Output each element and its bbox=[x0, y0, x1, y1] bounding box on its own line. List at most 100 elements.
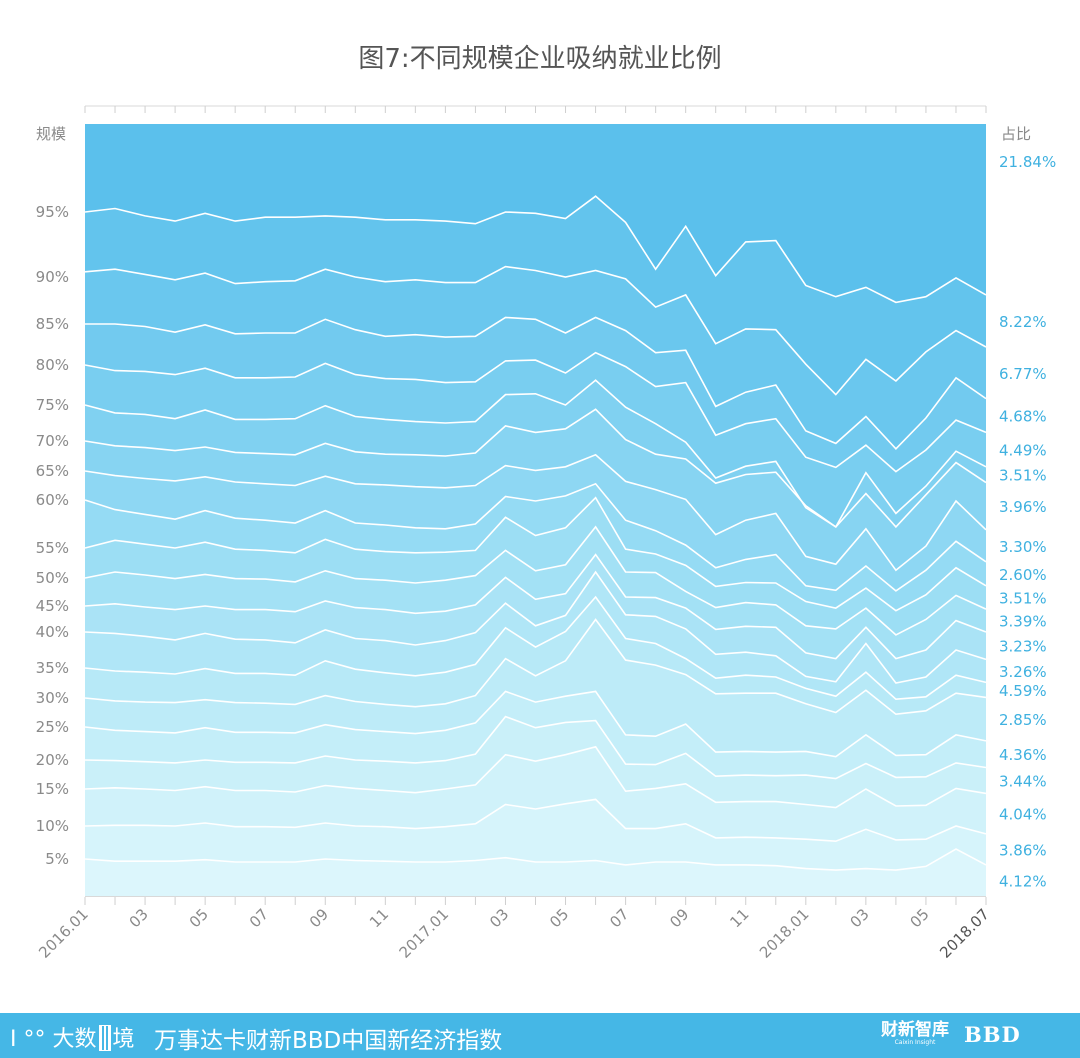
logo-text-1: 大数 bbox=[52, 1027, 97, 1052]
series-line bbox=[84, 195, 987, 304]
series-line bbox=[84, 351, 987, 473]
scale-label: 45% bbox=[36, 597, 69, 615]
barcode-icon bbox=[98, 1025, 111, 1051]
series-line bbox=[84, 265, 987, 396]
x-tick-label: 09 bbox=[306, 905, 332, 931]
scale-label: 90% bbox=[36, 268, 69, 286]
area-band bbox=[85, 691, 986, 779]
series-line bbox=[84, 482, 987, 592]
x-tick-label: 2017.01 bbox=[396, 905, 453, 962]
series-line bbox=[84, 690, 987, 758]
share-label: 2.85% bbox=[999, 711, 1047, 729]
series-line bbox=[84, 595, 987, 701]
x-tick-label: 03 bbox=[126, 905, 152, 931]
x-tick-label: 03 bbox=[486, 905, 512, 931]
area-band bbox=[85, 317, 986, 472]
series-line bbox=[84, 570, 987, 684]
scale-label: 25% bbox=[36, 718, 69, 736]
share-label: 3.44% bbox=[999, 772, 1047, 790]
x-tick-label: 09 bbox=[666, 905, 692, 931]
x-tick-label: 11 bbox=[726, 905, 752, 931]
share-label: 21.84% bbox=[999, 153, 1056, 171]
series-line bbox=[84, 745, 987, 809]
scale-label: 5% bbox=[45, 850, 69, 868]
share-label: 3.23% bbox=[999, 638, 1047, 656]
logo-text-2: 境 bbox=[112, 1027, 135, 1052]
x-tick-label: 05 bbox=[546, 905, 572, 931]
area-band bbox=[85, 716, 986, 808]
scale-label: 10% bbox=[36, 817, 69, 835]
scale-label: 30% bbox=[36, 689, 69, 707]
footer-bar: Ⅰ °° 大数境 万事达卡财新BBD中国新经济指数 财新智库 Caixin In… bbox=[0, 1013, 1080, 1058]
share-label: 4.49% bbox=[999, 442, 1047, 460]
partner-logo: 财新智库 Caixin Insight bbox=[880, 1021, 950, 1047]
scale-label: 85% bbox=[36, 315, 69, 333]
x-tick-label: 2018.07 bbox=[936, 905, 993, 962]
share-label: 8.22% bbox=[999, 313, 1047, 331]
scale-label: 40% bbox=[36, 623, 69, 641]
area-band bbox=[85, 497, 986, 635]
share-label: 4.36% bbox=[999, 746, 1047, 764]
x-tick-label: 11 bbox=[366, 905, 392, 931]
scale-label: 55% bbox=[36, 539, 69, 557]
area-band bbox=[85, 352, 986, 527]
share-label: 3.51% bbox=[999, 589, 1047, 607]
area-bands bbox=[85, 124, 986, 896]
x-tick-label: 05 bbox=[907, 905, 933, 931]
scale-labels: 95% 90% 85% 80% 75% 70% 65% 60% 55% 50% 45% 40% 35% 3… bbox=[36, 203, 69, 868]
share-label: 4.12% bbox=[999, 872, 1047, 890]
scale-label: 75% bbox=[36, 396, 69, 414]
share-label: 4.04% bbox=[999, 806, 1047, 824]
series-line bbox=[84, 618, 987, 716]
area-band bbox=[85, 483, 986, 611]
area-band bbox=[85, 554, 986, 683]
stacked-area-chart: 2016.01 03 05 07 09 11 2017.01 03 05 07 09 11 2018.0… bbox=[35, 105, 1056, 962]
right-axis-label: 占比 bbox=[1001, 125, 1031, 143]
scale-label: 95% bbox=[36, 203, 69, 221]
logo-mark-text: Ⅰ °° bbox=[10, 1027, 46, 1052]
area-band bbox=[85, 597, 986, 715]
series-line bbox=[84, 408, 987, 529]
scale-label: 50% bbox=[36, 569, 69, 587]
area-band bbox=[85, 380, 986, 527]
series-line bbox=[84, 525, 987, 636]
scale-label: 80% bbox=[36, 356, 69, 374]
area-band bbox=[85, 526, 986, 659]
chart-title: 图7:不同规模企业吸纳就业比例 bbox=[358, 44, 722, 74]
share-label: 3.26% bbox=[999, 663, 1047, 681]
x-tick-label: 07 bbox=[246, 905, 272, 931]
partner-name: 财新智库 bbox=[881, 1020, 949, 1040]
scale-label: 65% bbox=[36, 462, 69, 480]
series-line bbox=[84, 453, 987, 572]
x-tick-label: 07 bbox=[606, 905, 632, 931]
scale-label: 15% bbox=[36, 780, 69, 798]
scale-label: 70% bbox=[36, 432, 69, 450]
share-label: 3.51% bbox=[999, 467, 1047, 485]
left-axis-label: 规模 bbox=[36, 125, 66, 143]
area-band bbox=[85, 266, 986, 449]
area-band bbox=[85, 799, 986, 871]
area-band bbox=[85, 196, 986, 395]
x-tick-label: 2016.01 bbox=[35, 905, 92, 962]
x-tick-label: 2018.01 bbox=[756, 905, 813, 962]
series-line bbox=[85, 316, 987, 450]
share-label: 3.39% bbox=[999, 613, 1047, 631]
share-label: 4.68% bbox=[999, 407, 1047, 425]
series-line bbox=[84, 715, 987, 780]
share-label: 3.96% bbox=[999, 498, 1047, 516]
area-band bbox=[85, 619, 986, 757]
series-line bbox=[84, 496, 987, 612]
series-line bbox=[84, 798, 987, 843]
share-label: 4.59% bbox=[999, 682, 1047, 700]
bbd-logo: BBD bbox=[964, 1022, 1021, 1047]
scale-label: 60% bbox=[36, 491, 69, 509]
share-label: 3.30% bbox=[999, 538, 1047, 556]
footer-title: 万事达卡财新BBD中国新经济指数 bbox=[154, 1028, 503, 1054]
share-label: 6.77% bbox=[999, 365, 1047, 383]
area-band bbox=[85, 746, 986, 842]
x-tick-label: 05 bbox=[186, 905, 212, 931]
share-label: 2.60% bbox=[999, 566, 1047, 584]
partner-sub: Caixin Insight bbox=[894, 1039, 936, 1046]
footer-logo: Ⅰ °° 大数境 bbox=[10, 1021, 135, 1053]
series-line bbox=[84, 553, 987, 660]
